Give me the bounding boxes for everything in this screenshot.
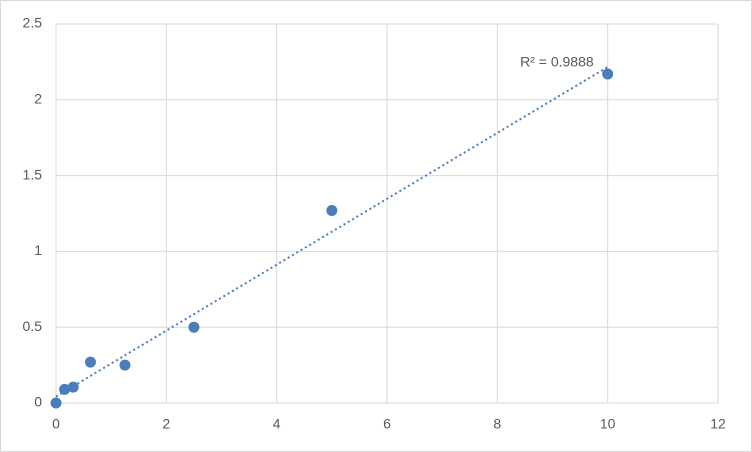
x-tick-label: 6	[383, 416, 391, 432]
x-tick-label: 10	[600, 416, 616, 432]
point	[188, 321, 200, 333]
y-tick-label: 0	[34, 394, 42, 410]
y-tick-label: 2.5	[23, 15, 43, 31]
x-tick-label: 2	[162, 416, 170, 432]
point	[67, 381, 79, 393]
point	[50, 397, 62, 409]
point	[59, 383, 71, 395]
point	[84, 356, 96, 368]
point	[119, 359, 131, 371]
x-tick-label: 12	[710, 416, 726, 432]
y-tick-label: 2	[34, 91, 42, 107]
y-tick-label: 1	[34, 242, 42, 258]
x-tick-label: 0	[52, 416, 60, 432]
x-tick-label: 4	[273, 416, 281, 432]
point	[602, 68, 614, 80]
y-tick-label: 1.5	[23, 166, 43, 182]
point	[326, 204, 338, 216]
y-tick-label: 0.5	[23, 318, 43, 334]
annotation: R² = 0.9888	[520, 54, 594, 70]
trendline	[55, 66, 609, 398]
x-tick-label: 8	[493, 416, 501, 432]
